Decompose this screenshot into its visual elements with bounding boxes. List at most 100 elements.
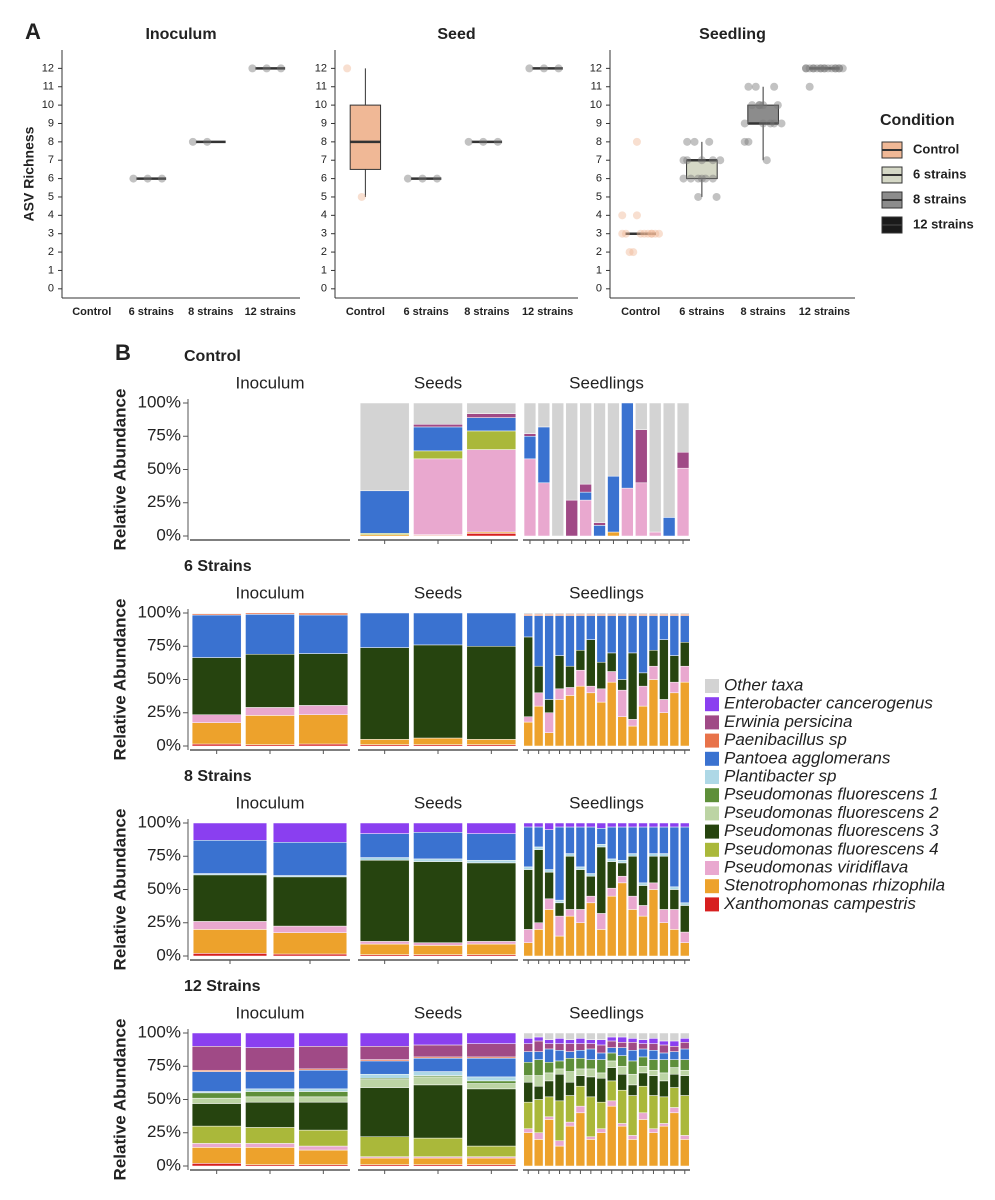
bar-segment [638,822,648,828]
point [248,64,257,73]
bar-segment [596,1039,606,1046]
bar-segment [413,861,463,943]
bar-segment [298,1145,349,1151]
bar-segment [298,1091,349,1098]
bar-segment [565,1043,575,1052]
point [643,229,652,238]
bar-segment [565,402,578,501]
bar-segment [648,1075,659,1096]
bar-segment [192,929,268,954]
row-title: 6 Strains [184,558,252,575]
bar-segment [359,859,410,942]
bar-segment [596,701,606,747]
facet-title: Seedlings [569,373,644,392]
bar-segment [659,1040,669,1046]
bar-segment [575,826,586,868]
bar-segment [596,1032,606,1040]
bar-segment [466,449,517,533]
bar-segment [575,1112,586,1167]
y-tick-label: 11 [43,81,54,93]
legend-swatch [705,751,719,766]
bar-segment [466,1088,517,1147]
bar-segment [359,857,410,861]
facet-title: Seedlings [569,583,644,602]
legend-label: Stenotrophomonas rhizophila [724,876,945,895]
point [618,229,627,238]
bar-segment [245,707,295,716]
bar-segment [680,665,690,683]
bar-segment [298,1046,349,1070]
bar-segment [607,1047,617,1054]
bar-segment [359,943,410,955]
bar-segment [544,829,554,870]
bar-segment [272,925,348,933]
bar-segment [191,714,242,723]
legend-label: 8 strains [913,191,966,206]
bar-segment [575,1058,586,1070]
bar-segment [565,499,578,537]
bar-segment [191,743,242,747]
bar-segment [359,1046,410,1060]
bar-segment [648,615,659,651]
legend-swatch [705,788,719,803]
bar-segment [617,826,627,861]
bar-segment [627,719,638,727]
bar-segment [533,1032,544,1038]
point [632,137,641,146]
bar-segment [607,826,617,860]
bar-segment [680,1095,690,1136]
bar-segment [638,882,648,886]
bar-segment [523,435,537,460]
y-tick-label: 2 [596,246,602,258]
x-tick-label: 8 strains [464,306,509,318]
bar-segment [617,1065,627,1075]
point [690,137,699,146]
bar-segment [593,522,606,526]
y-tick-label: 12 [315,62,327,74]
point [744,137,753,146]
bar-segment [533,1139,544,1167]
bar-segment [648,1059,659,1071]
bar-segment [676,402,690,453]
bar-segment [680,822,690,828]
bar-segment [298,1129,349,1147]
y-tick-label: 100% [138,392,181,411]
x-tick-label: 8 strains [188,306,233,318]
point [129,174,138,183]
bar-segment [648,612,659,615]
bar-segment [575,1075,586,1087]
legend-swatch [705,697,719,712]
bar-segment [523,826,533,868]
legend-label: Plantibacter sp [724,766,836,785]
y-tick-label: 8 [596,136,602,148]
bar-segment [607,1100,617,1107]
bar-segment [659,612,669,615]
bar-segment [565,1039,575,1044]
y-tick-label: 75% [147,846,181,865]
bar-segment [298,1149,349,1165]
bar-segment [617,882,627,957]
bar-segment [627,1060,638,1075]
bar-segment [680,642,690,667]
bar-segment [554,1043,565,1051]
point [831,64,840,73]
bar-segment [466,1145,517,1157]
bar-segment [596,688,606,703]
bar-segment [544,612,554,615]
bar-segment [680,1032,690,1039]
bar-segment [607,615,617,654]
bar-segment [669,615,680,656]
bar-segment [669,1112,680,1167]
y-tick-label: 100% [138,602,181,621]
bar-segment [680,1075,690,1096]
bar-segment [617,1042,627,1048]
bar-segment [533,822,544,828]
bar-segment [627,1095,638,1136]
bar-segment [544,1072,554,1082]
bar-segment [659,826,669,854]
bar-segment [659,855,669,910]
bar-segment [617,859,627,864]
bar-segment [575,822,586,828]
y-axis-label: Relative Abundance [110,599,129,761]
bar-segment [680,826,690,904]
